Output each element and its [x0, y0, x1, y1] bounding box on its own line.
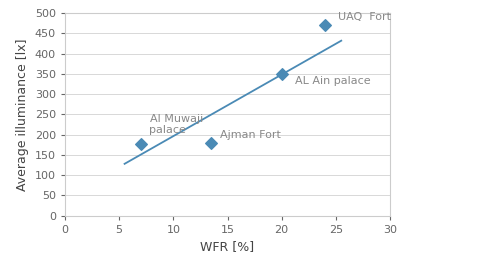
Y-axis label: Average illuminance [lx]: Average illuminance [lx] — [16, 38, 30, 191]
X-axis label: WFR [%]: WFR [%] — [200, 240, 254, 253]
Point — [137, 141, 145, 146]
Text: UAQ  Fort: UAQ Fort — [338, 12, 391, 22]
Point — [321, 23, 329, 27]
Text: Ajman Fort: Ajman Fort — [220, 129, 281, 139]
Text: Al Muwaji
palace: Al Muwaji palace — [150, 114, 203, 135]
Text: AL Ain palace: AL Ain palace — [294, 76, 370, 86]
Point — [207, 141, 215, 145]
Point — [278, 72, 285, 76]
